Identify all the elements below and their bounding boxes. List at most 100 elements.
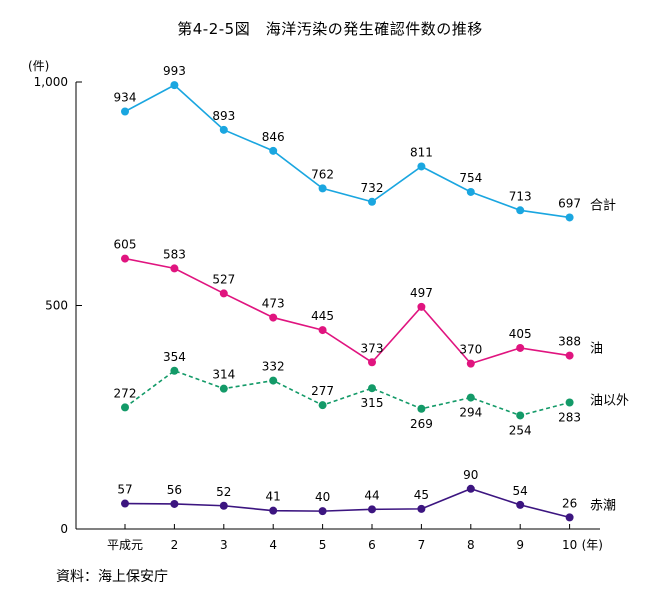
data-label: 283 (558, 410, 581, 424)
data-point (219, 384, 228, 393)
data-point (516, 500, 525, 509)
data-label: 44 (364, 488, 379, 502)
data-label: 332 (262, 360, 285, 374)
x-tick-label: 3 (220, 538, 228, 552)
data-label: 846 (262, 130, 285, 144)
data-label: 583 (163, 247, 186, 261)
data-label: 993 (163, 64, 186, 78)
data-point (170, 264, 179, 273)
data-point (269, 313, 278, 322)
data-point (417, 162, 426, 171)
data-label: 54 (513, 484, 528, 498)
data-label: 52 (216, 485, 231, 499)
data-point (170, 81, 179, 90)
data-point (417, 302, 426, 311)
data-point (219, 501, 228, 510)
data-point (368, 197, 376, 206)
data-point (516, 411, 525, 420)
y-tick-label: 500 (45, 299, 68, 313)
data-point (318, 401, 327, 410)
chart-title: 第4-2-5図 海洋汚染の発生確認件数の推移 (177, 20, 483, 38)
series-name-label: 油 (590, 342, 603, 357)
data-point (466, 393, 475, 402)
data-label: 26 (562, 496, 577, 510)
data-label: 762 (311, 167, 334, 181)
data-point (417, 504, 426, 513)
data-point (466, 359, 475, 368)
data-point (269, 506, 278, 515)
data-point (318, 507, 327, 516)
series-line-2 (124, 369, 570, 417)
data-label: 314 (212, 368, 235, 382)
y-tick-label: 1,000 (34, 75, 68, 89)
labels-layer: 934 993 893 846 762 732 811 754 713 697 合計 605 583 52… (114, 64, 629, 513)
data-point (565, 513, 574, 522)
x-unit-label: (年) (582, 538, 603, 552)
data-label: 90 (463, 468, 478, 482)
x-tick-label: 4 (269, 538, 277, 552)
data-point (121, 254, 129, 263)
data-label: 893 (212, 109, 235, 123)
data-point (466, 187, 475, 196)
series-name-label: 赤潮 (590, 498, 616, 513)
x-tick-label: 6 (368, 538, 376, 552)
data-label: 277 (311, 384, 334, 398)
data-point (318, 184, 327, 193)
series-line-1 (124, 257, 570, 365)
data-point (170, 499, 179, 508)
data-label: 294 (459, 406, 482, 420)
data-point (121, 107, 129, 116)
data-label: 41 (266, 490, 281, 504)
x-tick-label: 5 (319, 538, 327, 552)
data-label: 754 (459, 171, 482, 185)
data-point (466, 484, 475, 493)
x-tick-label: 10 (562, 538, 577, 552)
data-label: 45 (414, 488, 429, 502)
series-line-0 (124, 84, 570, 219)
data-point (565, 398, 574, 407)
data-label: 40 (315, 490, 330, 504)
data-label: 272 (114, 386, 137, 400)
data-label: 373 (361, 341, 384, 355)
data-label: 388 (558, 335, 581, 349)
series-line-3 (124, 487, 570, 519)
data-point (318, 326, 327, 335)
data-label: 934 (114, 91, 137, 105)
data-point (516, 206, 525, 215)
data-label: 497 (410, 286, 433, 300)
series-layer (121, 81, 574, 522)
data-label: 732 (361, 181, 384, 195)
x-tick-label: 平成元 (107, 538, 143, 552)
data-label: 811 (410, 145, 433, 159)
x-tick-label: 9 (516, 538, 524, 552)
data-label: 605 (114, 238, 137, 252)
x-tick-label: 2 (171, 538, 179, 552)
data-label: 370 (459, 343, 482, 357)
data-label: 473 (262, 297, 285, 311)
data-label: 527 (212, 272, 235, 286)
data-label: 697 (558, 196, 581, 210)
data-point (516, 343, 525, 352)
source-note: 資料：海上保安庁 (56, 569, 168, 585)
data-point (368, 358, 376, 367)
data-label: 445 (311, 309, 334, 323)
data-point (565, 213, 574, 222)
data-point (368, 505, 376, 514)
data-point (269, 146, 278, 155)
y-tick-label: 0 (60, 522, 68, 536)
data-label: 315 (361, 396, 384, 410)
data-label: 713 (509, 189, 532, 203)
data-point (417, 404, 426, 413)
data-point (121, 403, 129, 412)
data-point (121, 499, 129, 508)
data-point (219, 289, 228, 298)
series-name-label: 油以外 (590, 393, 629, 408)
data-label: 405 (509, 327, 532, 341)
data-label: 254 (509, 423, 532, 437)
data-label: 354 (163, 350, 186, 364)
data-point (368, 384, 376, 393)
data-label: 56 (167, 483, 182, 497)
y-unit-label: (件) (28, 59, 49, 73)
